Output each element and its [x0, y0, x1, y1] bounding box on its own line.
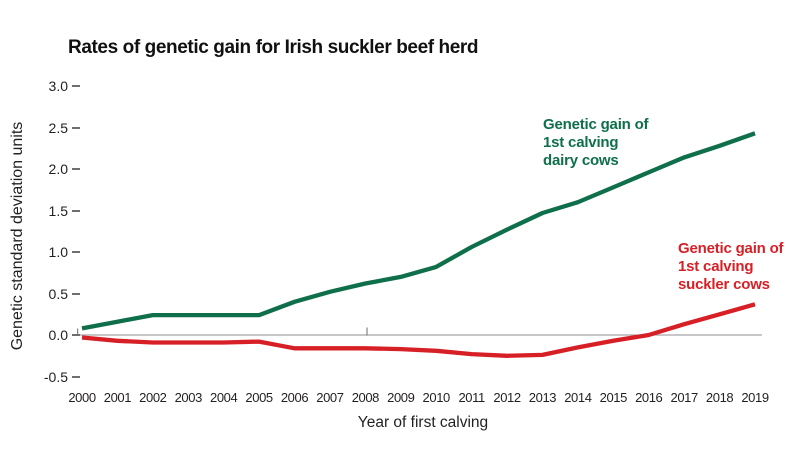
x-tick-label: 2007 — [316, 390, 344, 405]
y-tick-dash — [72, 126, 80, 129]
x-tick-label: 2004 — [210, 390, 238, 405]
y-tick-dash — [72, 209, 80, 212]
x-tick-label: 2008 — [351, 390, 380, 405]
y-tick-label: 2.0 — [48, 161, 68, 177]
x-tick-label: 2014 — [564, 390, 592, 405]
x-tick-label: 2005 — [245, 390, 273, 405]
y-tick-dash — [72, 292, 80, 295]
x-tick-label: 2002 — [139, 390, 167, 405]
x-tick-label: 2013 — [528, 390, 557, 405]
y-tick-label: 0.5 — [48, 285, 68, 302]
y-tick-label: 2.5 — [48, 119, 68, 136]
x-tick-label: 2011 — [458, 390, 485, 405]
suckler-series-annotation: Genetic gain of 1st calving suckler cows — [678, 240, 784, 293]
series-line-dairy — [81, 131, 756, 331]
x-axis-title: Year of first calving — [357, 414, 489, 431]
y-tick-dash — [72, 251, 80, 253]
x-tick-label: 2019 — [741, 390, 769, 405]
x-tick-label: 2012 — [493, 390, 521, 405]
x-tick-label: 2003 — [174, 390, 203, 405]
x-tick-label: 2000 — [68, 390, 96, 405]
y-tick-label: 3.0 — [48, 78, 68, 94]
x-tick-label: 2016 — [635, 390, 663, 405]
y-tick-label: 1.5 — [48, 202, 68, 219]
dairy-series-annotation: Genetic gain of 1st calving dairy cows — [543, 116, 649, 169]
y-tick-dash — [72, 375, 80, 378]
y-tick-dash — [72, 168, 80, 170]
y-tick-label: 1.0 — [48, 244, 68, 260]
x-tick-label: 2006 — [280, 390, 309, 405]
x-tick-label: 2017 — [670, 390, 698, 405]
x-tick-label: 2001 — [103, 390, 132, 405]
y-tick-label: -0.5 — [43, 368, 68, 385]
series-line-suckler — [81, 302, 756, 358]
x-tick-label: 2009 — [387, 390, 415, 405]
x-tick-label: 2018 — [705, 390, 734, 405]
chart-title: Rates of genetic gain for Irish suckler … — [68, 37, 479, 58]
x-tick-label: 2015 — [599, 390, 628, 405]
y-tick-label: 0.0 — [48, 327, 68, 343]
y-tick-dash — [72, 334, 80, 336]
y-tick-dash — [72, 85, 80, 87]
x-tick-label: 2010 — [422, 390, 451, 405]
